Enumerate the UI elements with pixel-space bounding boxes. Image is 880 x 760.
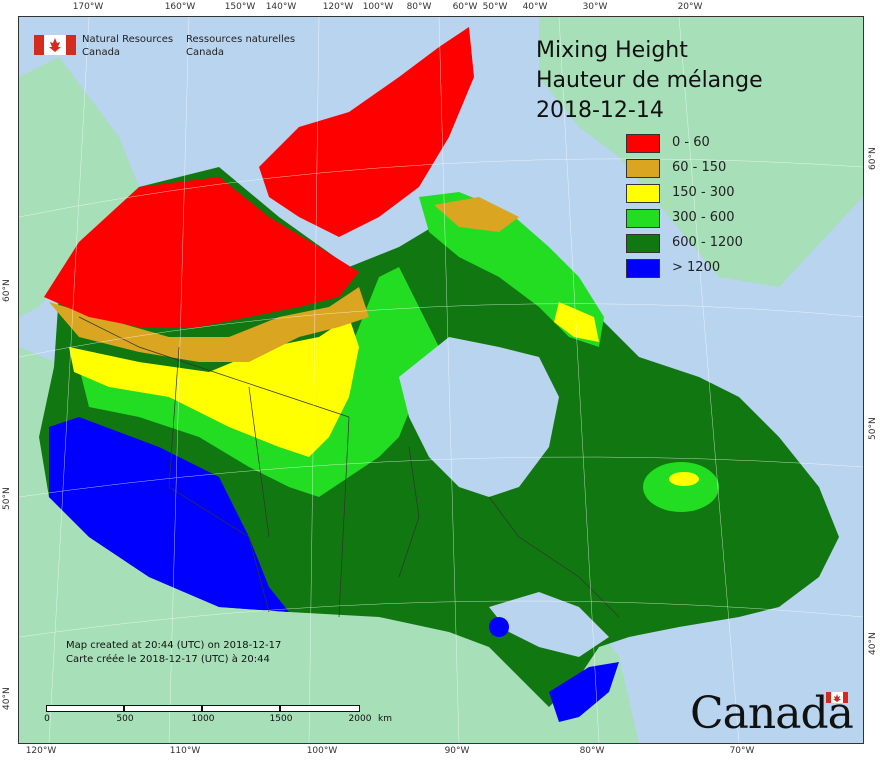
scale-label-1000: 1000 — [191, 714, 215, 724]
region-0-60-north — [44, 177, 359, 327]
legend-label: 600 - 1200 — [672, 235, 743, 250]
region-150-300-quebec — [669, 472, 699, 486]
alaska-land — [19, 57, 139, 317]
region-60-150 — [49, 287, 369, 362]
agency-name-fr: Ressources naturelles Canada — [186, 34, 296, 58]
tick-top-0: 170°W — [72, 2, 104, 12]
tick-bottom-1: 110°W — [169, 746, 201, 756]
map-canvas[interactable] — [19, 17, 863, 743]
tick-top-3: 140°W — [265, 2, 297, 12]
legend-swatch — [626, 184, 660, 203]
legend-swatch — [626, 159, 660, 178]
hudson-bay — [399, 337, 559, 497]
region-gt1200-south-ontario — [549, 662, 619, 722]
region-300-600-quebec — [643, 462, 719, 512]
region-gt1200-west — [49, 417, 289, 612]
credit-en: Map created at 20:44 (UTC) on 2018-12-17 — [66, 640, 282, 651]
region-gt1200-ontario — [489, 617, 509, 637]
tick-top-2: 150°W — [224, 2, 256, 12]
tick-top-1: 160°W — [164, 2, 196, 12]
great-lakes — [489, 592, 609, 657]
region-150-300 — [69, 317, 359, 457]
tick-top-8: 50°W — [482, 2, 508, 12]
tick-top-4: 120°W — [322, 2, 354, 12]
region-300-600 — [79, 267, 439, 497]
scale-segment — [202, 705, 280, 712]
legend-label: > 1200 — [672, 260, 721, 275]
legend-swatch — [626, 209, 660, 228]
legend-label: 60 - 150 — [672, 160, 727, 175]
baffin-yellow — [554, 302, 599, 342]
provincial-borders — [78, 316, 620, 618]
scale-segment — [46, 705, 124, 712]
tick-right-1: 50°N — [868, 417, 878, 440]
tick-top-5: 100°W — [362, 2, 394, 12]
tick-top-11: 20°W — [677, 2, 703, 12]
scale-segment — [124, 705, 202, 712]
tick-top-6: 80°W — [406, 2, 432, 12]
tick-top-9: 40°W — [522, 2, 548, 12]
map-title: Mixing Height Hauteur de mélange 2018-12… — [536, 36, 763, 126]
wordmark-flag-icon — [826, 692, 848, 703]
credit-fr: Carte créée le 2018-12-17 (UTC) à 20:44 — [66, 654, 270, 665]
map-frame — [18, 16, 864, 744]
tick-right-2: 40°N — [868, 632, 878, 655]
legend-label: 300 - 600 — [672, 210, 735, 225]
tick-left-1: 50°N — [2, 487, 12, 510]
tick-top-7: 60°W — [452, 2, 478, 12]
legend-label: 150 - 300 — [672, 185, 735, 200]
tick-left-0: 60°N — [2, 279, 12, 302]
legend-swatch — [626, 259, 660, 278]
tick-top-10: 30°W — [582, 2, 608, 12]
tick-right-0: 60°N — [868, 147, 878, 170]
baffin-orange — [434, 197, 519, 232]
scale-label-1500: 1500 — [269, 714, 293, 724]
legend-swatch — [626, 234, 660, 253]
map-date: 2018-12-14 — [536, 98, 664, 123]
agency-name-en: Natural Resources Canada — [82, 34, 174, 58]
legend-label: 0 - 60 — [672, 135, 710, 150]
tick-left-2: 40°N — [2, 687, 12, 710]
map-credit: Map created at 20:44 (UTC) on 2018-12-17… — [66, 639, 281, 667]
scale-segment — [280, 705, 360, 712]
scale-label-500: 500 — [116, 714, 134, 724]
tick-bottom-3: 90°W — [444, 746, 470, 756]
tick-bottom-0: 120°W — [25, 746, 57, 756]
scale-unit: km — [378, 714, 392, 724]
tick-bottom-4: 80°W — [579, 746, 605, 756]
graticule — [19, 17, 863, 743]
greenland-land — [539, 17, 863, 287]
canada-flag-icon — [34, 35, 76, 55]
scale-label-2000: 2000 — [348, 714, 372, 724]
title-en: Mixing Height — [536, 38, 688, 63]
tick-bottom-5: 70°W — [729, 746, 755, 756]
scale-label-0: 0 — [44, 714, 50, 724]
scale-bar — [46, 705, 360, 713]
arctic-islands — [259, 27, 474, 237]
tick-bottom-2: 100°W — [306, 746, 338, 756]
legend-swatch — [626, 134, 660, 153]
title-fr: Hauteur de mélange — [536, 68, 763, 93]
